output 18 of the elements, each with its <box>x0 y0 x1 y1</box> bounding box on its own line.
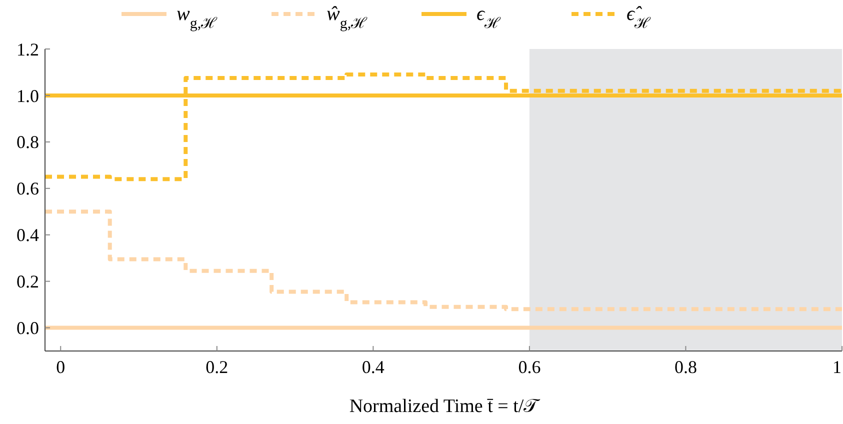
y-tick-label: 0.8 <box>16 132 39 152</box>
legend-label: ŵ$_{g,ℋ}$ <box>326 3 368 32</box>
legend-label: w$_{g,ℋ}$ <box>176 3 218 32</box>
y-tick-label: 1.0 <box>16 86 39 106</box>
x-tick-label: 0.8 <box>674 357 697 377</box>
x-axis-title: Normalized Time t̄ = t/𝒯 <box>349 396 541 417</box>
x-tick-label: 0.4 <box>362 357 384 377</box>
y-tick-label: 0.4 <box>16 225 39 246</box>
y-tick-label: 0.0 <box>16 318 39 338</box>
y-tick-label: 0.6 <box>16 178 39 199</box>
x-tick-label: 0 <box>56 357 66 377</box>
x-tick-label: 0.2 <box>206 357 228 377</box>
legend-label: ϵ$_{ℋ}$ <box>476 3 502 32</box>
y-tick-label: 0.2 <box>16 272 39 292</box>
x-tick-label: 1 <box>832 357 842 377</box>
y-tick-label: 1.2 <box>16 39 39 60</box>
legend-label: ϵ̂$_{ℋ}$ <box>626 3 652 32</box>
x-tick-label: 0.6 <box>518 357 541 377</box>
